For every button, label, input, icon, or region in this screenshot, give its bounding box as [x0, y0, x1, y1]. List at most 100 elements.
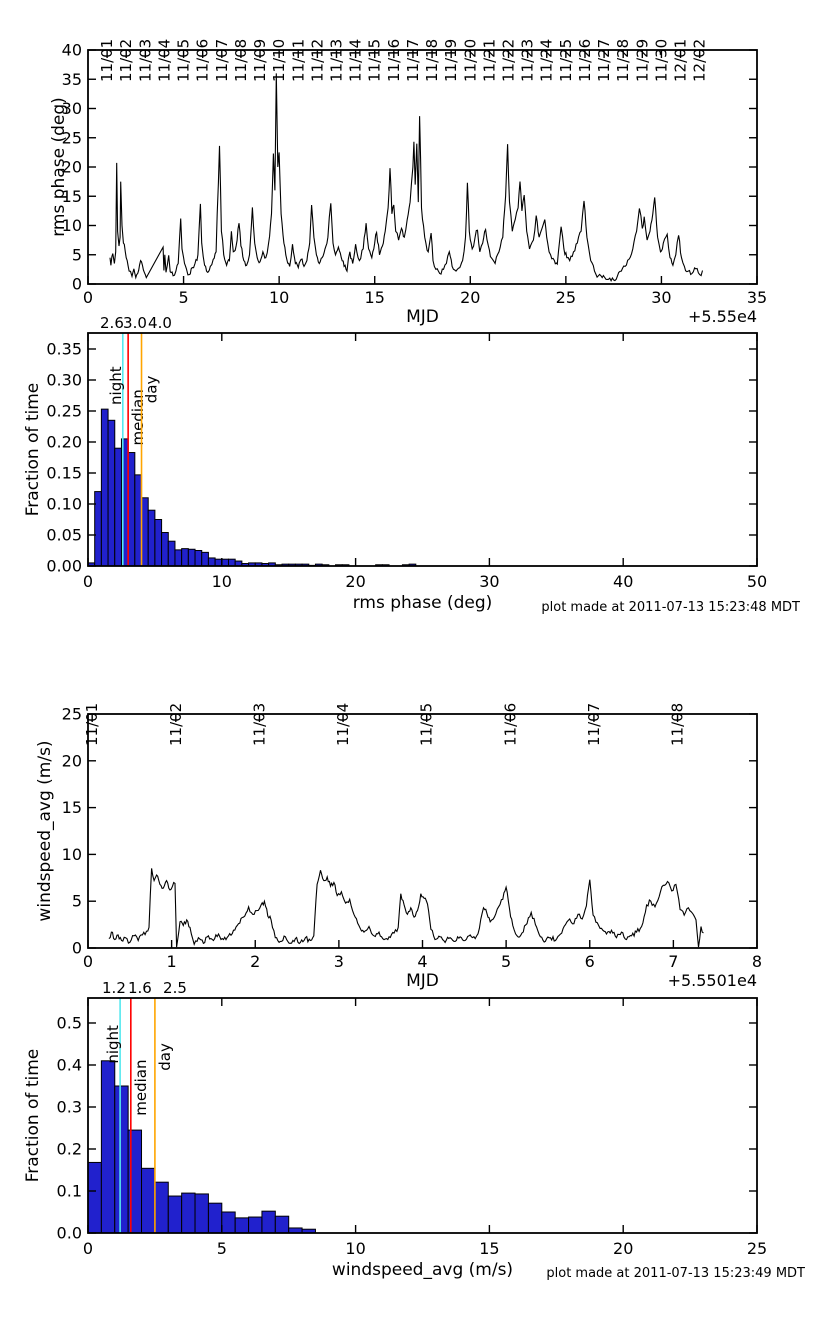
tick-label: 10: [345, 1239, 365, 1258]
tick-label: 25: [62, 128, 82, 147]
date-tick-label: 12/01: [672, 39, 690, 82]
histogram-bar: [187, 548, 196, 567]
histogram-bar: [181, 1192, 196, 1234]
histogram-bar: [234, 1217, 250, 1234]
tick-label: 0: [83, 1239, 93, 1258]
vline-median: 3.0 median: [123, 314, 147, 566]
tick-label: 4: [417, 952, 427, 971]
y-tick-labels: 0 5 10 15 20 25: [62, 705, 82, 958]
tick-label: 0.10: [46, 494, 82, 513]
y-tick-labels: 0.0 0.1 0.2 0.3 0.4 0.5: [57, 1013, 82, 1242]
date-tick-label: 11/01: [98, 39, 116, 82]
tick-label: 20: [460, 288, 480, 307]
date-tick-label: 11/29: [633, 39, 651, 82]
histogram-bar: [147, 509, 156, 567]
x-axis-label: MJD: [406, 971, 439, 991]
date-tick-label: 11/03: [250, 703, 268, 746]
histogram-bar: [100, 1060, 116, 1234]
histogram-bar: [154, 518, 163, 567]
y-axis-label: Fraction of time: [23, 1049, 43, 1182]
tick-label: 20: [345, 572, 365, 591]
y-axis-label: windspeed_avg (m/s): [35, 740, 55, 921]
vline-night-name-label: night: [107, 366, 125, 405]
date-tick-label: 11/30: [652, 39, 670, 82]
histogram-bar: [207, 1202, 223, 1234]
y-axis-label: Fraction of time: [23, 383, 43, 516]
vline-median-name-label: median: [129, 389, 147, 445]
date-tick-label: 11/05: [418, 703, 436, 746]
tick-label: 0.0: [57, 1224, 82, 1243]
tick-label: 10: [212, 572, 232, 591]
wind_timeseries-plot: 11/01 11/02 11/03 11/04 11/05 11/06 11/07 11/08…: [35, 703, 762, 991]
vline-night-name-label: night: [104, 1025, 122, 1064]
axis-ticks: [87, 49, 758, 285]
histogram-bar: [94, 491, 102, 567]
vline-day-value-label: 2.5: [163, 979, 187, 997]
date-tick-label: 11/06: [501, 703, 519, 746]
tick-label: 0.15: [46, 463, 82, 482]
tick-label: 8: [752, 952, 762, 971]
date-tick-label: 11/11: [289, 39, 307, 82]
histogram-bar: [154, 1181, 169, 1234]
tick-label: 0.35: [46, 339, 82, 358]
x-tick-labels: 0 10 20 30 40 50: [83, 572, 767, 591]
tick-label: 6: [585, 952, 595, 971]
histogram-bar: [107, 419, 116, 567]
y-tick-labels: 0 5 10 15 20 25 30 35 40: [62, 41, 82, 294]
date-tick-label: 11/09: [251, 39, 269, 82]
axis-ticks: [87, 998, 758, 1234]
date-tick-label: 11/03: [136, 39, 154, 82]
axes-box: [87, 332, 758, 567]
date-tick-label: 11/28: [614, 39, 632, 82]
histogram-bar: [207, 557, 216, 567]
histogram-bar: [114, 447, 122, 567]
date-tick-label: 11/08: [232, 39, 250, 82]
histogram-bar: [248, 1216, 263, 1234]
x-axis-offset-label: +5.5501e4: [668, 971, 757, 990]
date-tick-label: 12/02: [691, 39, 709, 82]
axes-box: [87, 713, 758, 949]
tick-label: 5: [501, 952, 511, 971]
date-tick-label: 11/24: [538, 39, 556, 82]
histogram-bar: [141, 497, 149, 567]
date-tick-label: 11/26: [576, 39, 594, 82]
axis-ticks: [87, 333, 758, 567]
tick-label: 0: [83, 288, 93, 307]
date-tick-label: 11/23: [519, 39, 537, 82]
tick-label: 0.00: [46, 557, 82, 576]
histogram-bar: [127, 452, 136, 567]
date-tick-label: 11/14: [347, 39, 365, 82]
tick-label: 40: [62, 41, 82, 60]
tick-label: 35: [62, 70, 82, 89]
histogram-bar: [194, 1193, 209, 1234]
tick-label: 7: [668, 952, 678, 971]
date-tick-label: 11/07: [213, 39, 231, 82]
vline-day-name-label: day: [143, 376, 161, 404]
tick-label: 10: [62, 216, 82, 235]
histogram-bar: [161, 532, 169, 567]
tick-label: 0.20: [46, 432, 82, 451]
x-axis-label: rms phase (deg): [353, 593, 493, 613]
top-date-axis: 11/01 11/02 11/03 11/04 11/05 11/06 11/07 11/08…: [98, 39, 709, 82]
histogram-bar: [201, 551, 209, 567]
histogram-bar: [194, 549, 203, 567]
tick-label: 5: [72, 892, 82, 911]
x-tick-labels: 0 5 10 15 20 25: [83, 1239, 767, 1258]
vline-night-value-label: 2.6: [100, 314, 124, 332]
tick-label: 40: [613, 572, 633, 591]
tick-label: 10: [62, 845, 82, 864]
y-axis-label: rms phase (deg): [49, 97, 69, 237]
tick-label: 5: [217, 1239, 227, 1258]
histogram-bar: [100, 408, 109, 567]
tick-label: 10: [269, 288, 289, 307]
vline-night-value-label: 1.2: [102, 979, 126, 997]
tick-label: 20: [613, 1239, 633, 1258]
date-tick-label: 11/21: [480, 39, 498, 82]
vline-night: 2.6 night: [100, 314, 125, 566]
tick-label: 15: [365, 288, 385, 307]
histogram-bar: [114, 1085, 129, 1234]
tick-label: 0: [72, 275, 82, 294]
